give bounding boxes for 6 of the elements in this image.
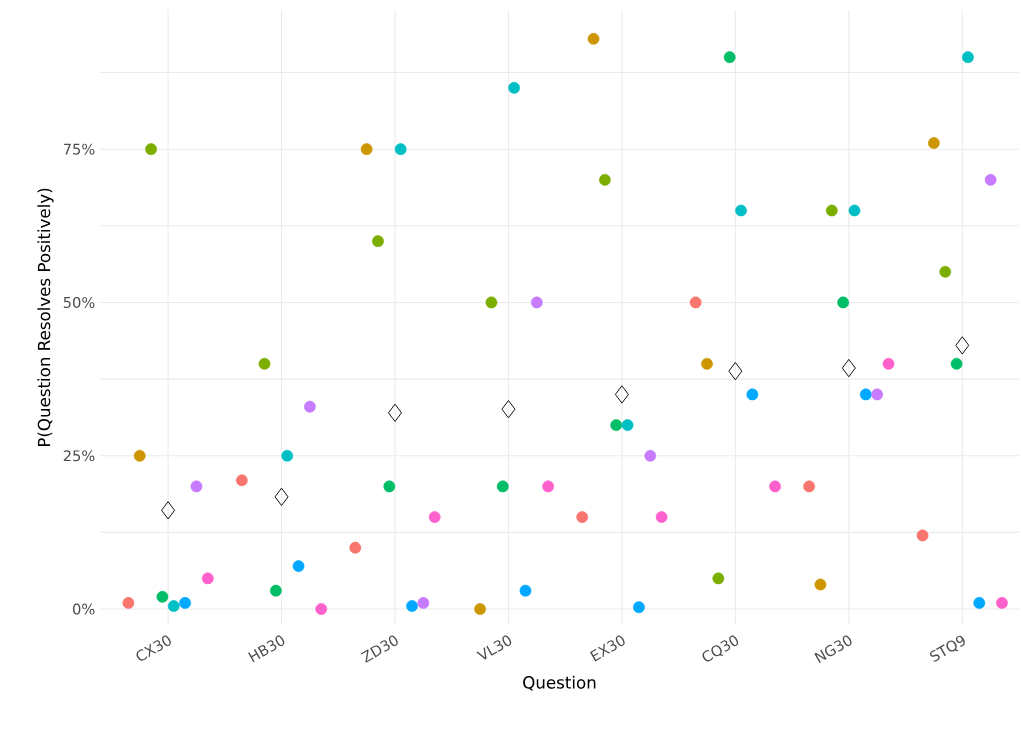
y-tick-label: 75% <box>63 143 95 155</box>
y-tick-label: 25% <box>63 450 95 462</box>
x-axis-title: Question <box>523 675 596 691</box>
y-tick-label: 0% <box>72 603 95 615</box>
y-tick-label: 50% <box>63 296 95 309</box>
y-axis-title: P(Question Resolves Positively) <box>37 188 54 447</box>
